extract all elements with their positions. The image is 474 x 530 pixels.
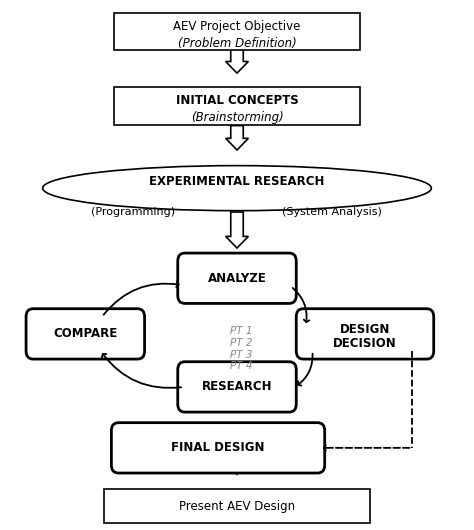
- FancyArrow shape: [226, 126, 248, 150]
- FancyArrow shape: [226, 212, 248, 248]
- FancyBboxPatch shape: [178, 361, 296, 412]
- Text: ANALYZE: ANALYZE: [208, 272, 266, 285]
- Text: Present AEV Design: Present AEV Design: [179, 500, 295, 513]
- Text: (Problem Definition): (Problem Definition): [178, 37, 296, 50]
- FancyArrow shape: [226, 49, 248, 73]
- Text: (System Analysis): (System Analysis): [282, 207, 382, 217]
- Text: AEV Project Objective: AEV Project Objective: [173, 20, 301, 33]
- FancyArrow shape: [226, 448, 248, 474]
- Bar: [114, 87, 360, 125]
- Text: PT 4: PT 4: [230, 361, 253, 371]
- Text: RESEARCH: RESEARCH: [202, 381, 272, 393]
- Text: EXPERIMENTAL RESEARCH: EXPERIMENTAL RESEARCH: [149, 175, 325, 188]
- Text: DESIGN: DESIGN: [340, 323, 390, 336]
- Text: FINAL DESIGN: FINAL DESIGN: [171, 441, 265, 454]
- Text: PT 3: PT 3: [230, 350, 253, 359]
- Text: DECISION: DECISION: [333, 337, 397, 350]
- Bar: [104, 489, 370, 524]
- FancyBboxPatch shape: [296, 308, 434, 359]
- Text: (Brainstorming): (Brainstorming): [191, 111, 283, 124]
- Text: COMPARE: COMPARE: [53, 328, 118, 340]
- Bar: [114, 13, 360, 50]
- FancyBboxPatch shape: [178, 253, 296, 303]
- FancyBboxPatch shape: [26, 308, 145, 359]
- Text: PT 2: PT 2: [230, 338, 253, 348]
- Ellipse shape: [43, 165, 431, 210]
- FancyBboxPatch shape: [111, 423, 325, 473]
- Text: INITIAL CONCEPTS: INITIAL CONCEPTS: [176, 94, 298, 107]
- Text: PT 1: PT 1: [230, 326, 253, 336]
- Text: (Programming): (Programming): [91, 207, 175, 217]
